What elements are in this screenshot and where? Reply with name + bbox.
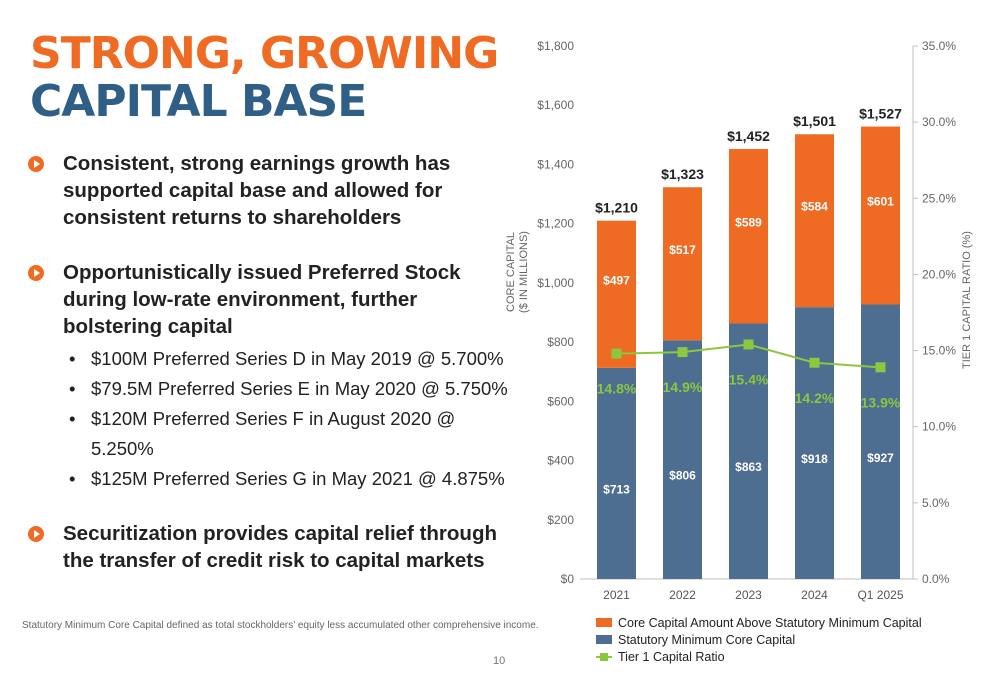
y-tick-label: $600 <box>547 394 574 408</box>
title-line-2: CAPITAL BASE <box>30 76 367 127</box>
bullet-text: Consistent, strong earnings growth has s… <box>63 152 451 229</box>
bar-value-label: $713 <box>603 482 630 496</box>
sub-bullet-item: $120M Preferred Series F in August 2020 … <box>63 404 508 464</box>
legend-swatch-orange <box>596 618 612 627</box>
y-tick-label: $0 <box>561 572 575 586</box>
tier1-ratio-label: 15.4% <box>729 371 769 387</box>
sub-bullet-list: $100M Preferred Series D in May 2019 @ 5… <box>63 344 508 494</box>
chart-legend: Core Capital Amount Above Statutory Mini… <box>596 614 922 665</box>
page-number: 10 <box>493 655 506 667</box>
bar-statutory-minimum <box>795 307 834 579</box>
tier1-ratio-label: 14.2% <box>795 390 835 406</box>
tier1-ratio-label: 14.8% <box>597 381 637 397</box>
legend-swatch-navy <box>596 635 612 644</box>
legend-item-above-minimum: Core Capital Amount Above Statutory Mini… <box>596 614 922 631</box>
sub-bullet-item: $79.5M Preferred Series E in May 2020 @ … <box>63 374 508 404</box>
title-line-1: STRONG, GROWING <box>30 28 499 79</box>
bar-above-minimum <box>729 149 768 324</box>
y-tick-label: $1,400 <box>537 157 574 171</box>
bar-total-label: $1,501 <box>793 113 836 129</box>
bar-value-label: $927 <box>867 451 894 465</box>
bar-value-label: $497 <box>603 273 630 287</box>
bar-above-minimum <box>663 187 702 341</box>
bullet-item: Opportunistically issued Preferred Stock… <box>28 259 508 494</box>
x-tick-label: 2023 <box>735 588 762 602</box>
y2-tick-label: 30.0% <box>922 115 956 129</box>
bar-value-label: $589 <box>735 215 762 229</box>
bar-statutory-minimum <box>663 340 702 579</box>
y2-tick-label: 35.0% <box>922 39 956 53</box>
bullet-arrow-icon <box>28 156 44 172</box>
tier1-ratio-label: 14.9% <box>663 379 703 395</box>
legend-label: Core Capital Amount Above Statutory Mini… <box>618 615 922 630</box>
y2-axis-title: TIER 1 CAPITAL RATIO (%) <box>961 231 973 369</box>
bullet-arrow-icon <box>28 526 44 542</box>
bar-above-minimum <box>795 134 834 308</box>
bar-total-label: $1,323 <box>661 166 704 182</box>
tier1-ratio-point <box>875 362 886 373</box>
bar-statutory-minimum <box>597 367 636 579</box>
y2-tick-label: 25.0% <box>922 191 956 205</box>
bar-value-label: $918 <box>801 452 828 466</box>
y-tick-label: $1,800 <box>537 39 574 53</box>
slide-title: STRONG, GROWING CAPITAL BASE <box>30 28 499 127</box>
bar-statutory-minimum <box>861 304 900 579</box>
y2-tick-label: 0.0% <box>922 572 950 586</box>
tier1-ratio-point <box>611 348 622 359</box>
y-tick-label: $1,000 <box>537 276 574 290</box>
bar-value-label: $584 <box>801 200 828 214</box>
y-axis-title: CORE CAPITAL($ IN MILLIONS) <box>505 231 530 313</box>
sub-bullet-item: $100M Preferred Series D in May 2019 @ 5… <box>63 344 508 374</box>
y-tick-label: $800 <box>547 335 574 349</box>
y-tick-label: $1,200 <box>537 217 574 231</box>
x-tick-label: 2021 <box>603 588 630 602</box>
y2-tick-label: 20.0% <box>922 267 956 281</box>
tier1-ratio-point <box>809 357 820 368</box>
bar-value-label: $601 <box>867 195 894 209</box>
legend-item-statutory-minimum: Statutory Minimum Core Capital <box>596 631 922 648</box>
bar-above-minimum <box>861 126 900 305</box>
bullet-text: Opportunistically issued Preferred Stock… <box>63 261 461 338</box>
x-tick-label: 2024 <box>801 588 828 602</box>
y-tick-label: $1,600 <box>537 98 574 112</box>
legend-item-tier1-ratio: Tier 1 Capital Ratio <box>596 648 922 665</box>
x-tick-label: Q1 2025 <box>857 588 903 602</box>
bar-total-label: $1,527 <box>859 106 902 122</box>
tier1-ratio-label: 13.9% <box>861 394 901 410</box>
bullet-item: Consistent, strong earnings growth has s… <box>28 150 508 231</box>
bar-value-label: $517 <box>669 243 696 257</box>
bar-value-label: $863 <box>735 460 762 474</box>
bullet-list: Consistent, strong earnings growth has s… <box>28 150 508 594</box>
x-tick-label: 2022 <box>669 588 696 602</box>
legend-label: Tier 1 Capital Ratio <box>618 649 725 664</box>
y-axis-title-line: CORE CAPITAL <box>505 232 517 312</box>
bar-total-label: $1,452 <box>727 128 770 144</box>
bullet-arrow-icon <box>28 265 44 281</box>
sub-bullet-item: $125M Preferred Series G in May 2021 @ 4… <box>63 464 508 494</box>
tier1-ratio-point <box>743 339 754 350</box>
bar-statutory-minimum <box>729 323 768 579</box>
bar-total-label: $1,210 <box>595 200 638 216</box>
y2-tick-label: 10.0% <box>922 420 956 434</box>
y2-tick-label: 5.0% <box>922 496 950 510</box>
y-tick-label: $200 <box>547 513 574 527</box>
y-tick-label: $400 <box>547 454 574 468</box>
legend-label: Statutory Minimum Core Capital <box>618 632 796 647</box>
y2-tick-label: 15.0% <box>922 344 956 358</box>
bullet-text: Securitization provides capital relief t… <box>63 522 497 572</box>
footnote: Statutory Minimum Core Capital defined a… <box>22 620 539 631</box>
bar-value-label: $806 <box>669 469 696 483</box>
legend-line-marker-icon <box>596 652 612 661</box>
bullet-item: Securitization provides capital relief t… <box>28 520 508 574</box>
y-axis-title-line: ($ IN MILLIONS) <box>518 231 530 313</box>
tier1-ratio-point <box>677 347 688 358</box>
bar-above-minimum <box>597 220 636 368</box>
